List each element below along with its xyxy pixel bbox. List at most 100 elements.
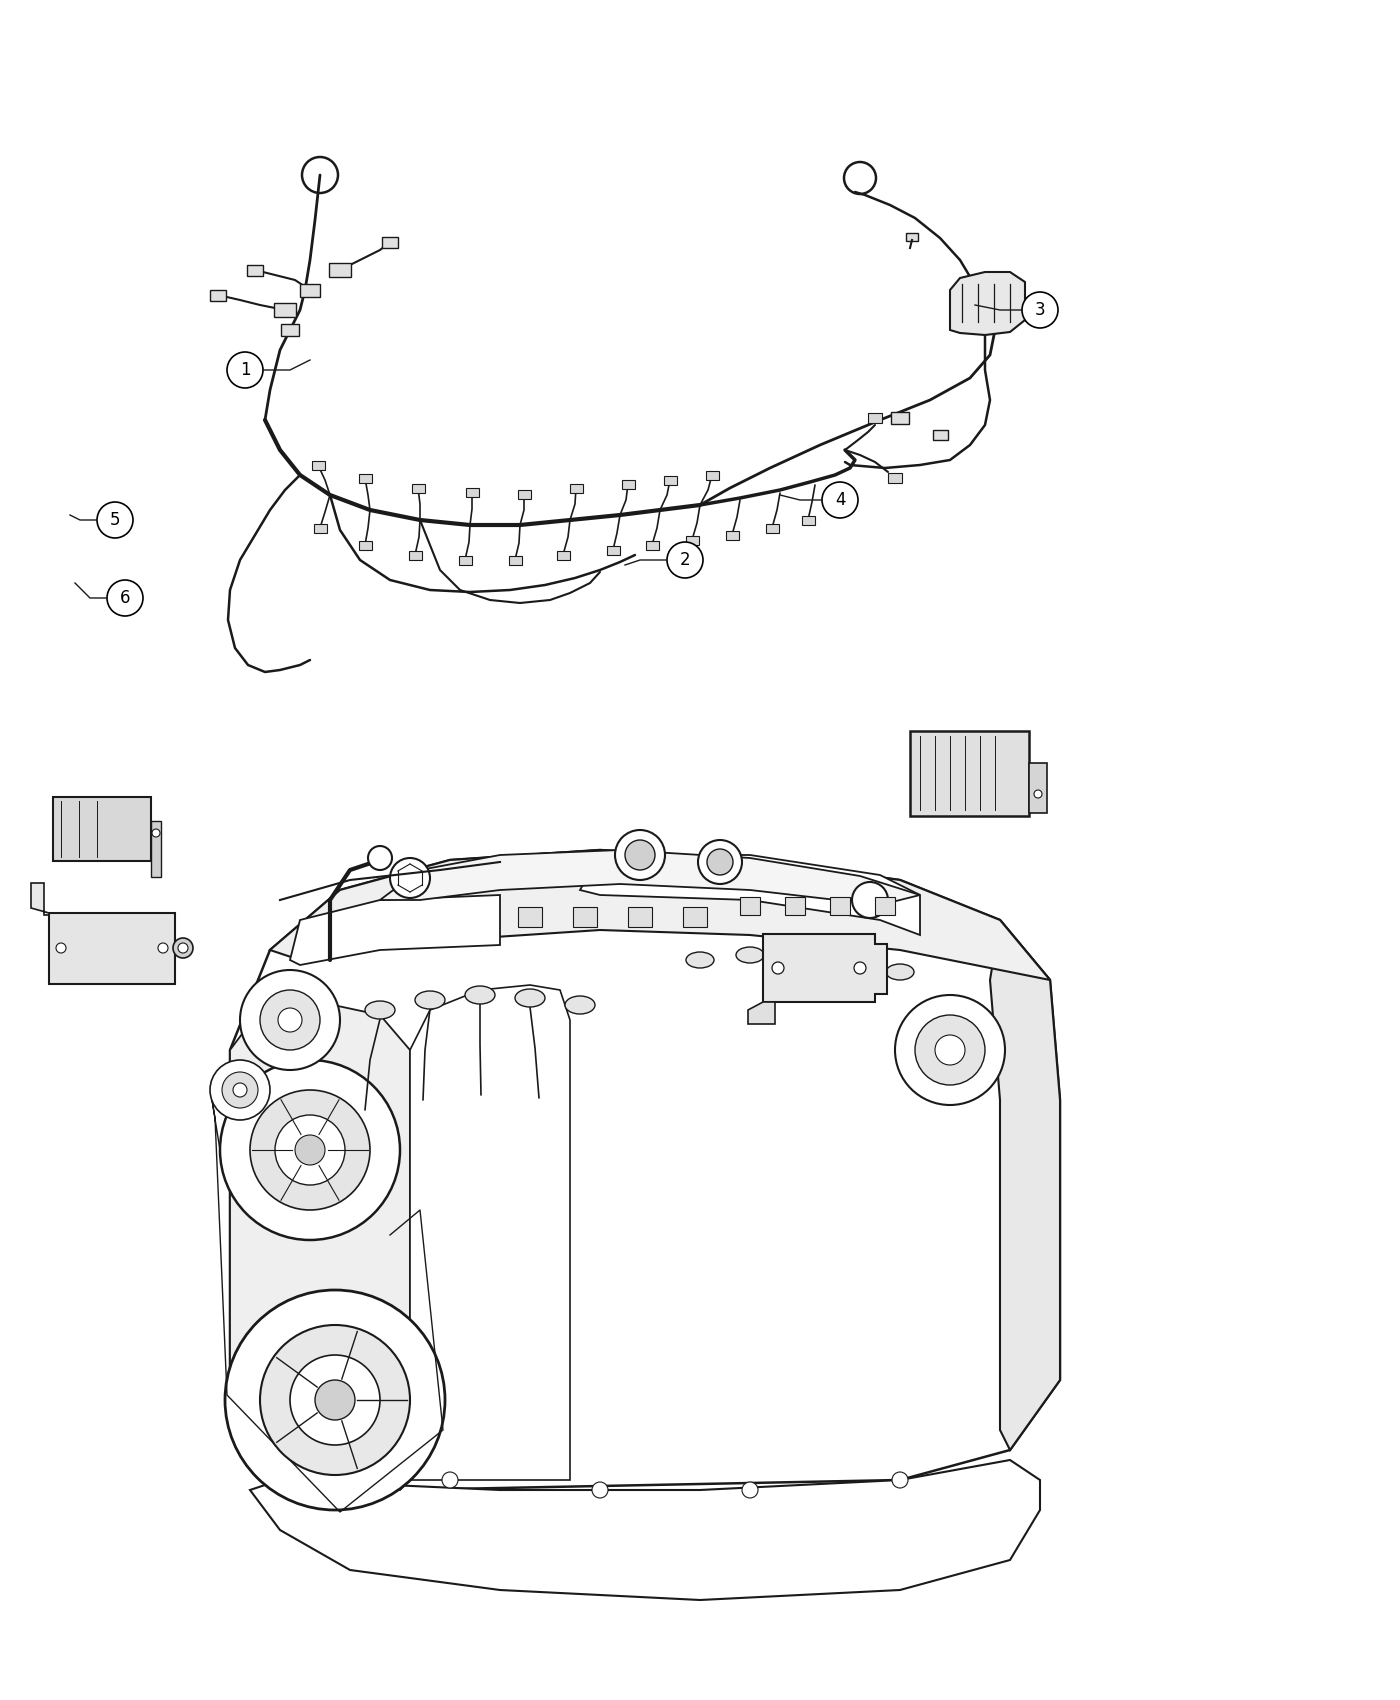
Polygon shape (580, 855, 920, 935)
Bar (573, 908, 596, 927)
Ellipse shape (515, 989, 545, 1006)
Bar (785, 898, 805, 915)
Circle shape (895, 994, 1005, 1105)
Ellipse shape (886, 964, 914, 979)
Circle shape (106, 580, 143, 615)
Circle shape (771, 962, 784, 974)
Circle shape (210, 1061, 270, 1120)
Bar (557, 551, 570, 559)
Bar (382, 236, 398, 248)
Bar (314, 524, 326, 532)
Text: 6: 6 (120, 588, 130, 607)
Circle shape (368, 847, 392, 870)
Circle shape (295, 1136, 325, 1165)
Circle shape (158, 944, 168, 954)
Circle shape (699, 840, 742, 884)
Circle shape (251, 1090, 370, 1210)
Polygon shape (990, 920, 1060, 1450)
Polygon shape (251, 1460, 1040, 1600)
Circle shape (592, 1482, 608, 1498)
Ellipse shape (566, 996, 595, 1013)
Circle shape (178, 944, 188, 954)
Polygon shape (270, 850, 1050, 979)
Polygon shape (379, 850, 920, 904)
Circle shape (260, 1324, 410, 1476)
Text: 5: 5 (109, 512, 120, 529)
Ellipse shape (785, 947, 813, 962)
Bar (1029, 763, 1047, 813)
Bar (210, 289, 225, 301)
Bar (151, 821, 161, 877)
Bar (409, 551, 421, 559)
Circle shape (624, 840, 655, 870)
Bar (300, 284, 321, 296)
Bar (906, 233, 918, 241)
Circle shape (279, 1008, 302, 1032)
Bar (725, 530, 739, 539)
Text: 2: 2 (679, 551, 690, 570)
Bar (508, 556, 521, 564)
Bar (518, 908, 542, 927)
Bar (518, 490, 531, 498)
Circle shape (1022, 292, 1058, 328)
Bar (329, 264, 351, 277)
Bar (645, 541, 658, 549)
Polygon shape (763, 933, 888, 1001)
Bar (686, 536, 699, 544)
Bar (274, 303, 295, 316)
Circle shape (892, 1472, 909, 1488)
Bar (875, 898, 895, 915)
Ellipse shape (465, 986, 496, 1005)
Circle shape (260, 989, 321, 1051)
Circle shape (290, 1355, 379, 1445)
Bar (311, 461, 325, 469)
Polygon shape (748, 1001, 776, 1023)
Polygon shape (290, 894, 500, 966)
Bar (606, 546, 619, 554)
Bar (683, 908, 707, 927)
Polygon shape (230, 1000, 410, 1489)
Bar (801, 515, 815, 525)
Circle shape (97, 502, 133, 537)
Ellipse shape (836, 952, 864, 967)
Bar (53, 797, 151, 860)
Bar (706, 471, 718, 479)
Circle shape (707, 848, 734, 876)
Bar (49, 913, 175, 984)
Bar (622, 479, 634, 488)
Circle shape (853, 882, 888, 918)
Bar (281, 325, 300, 337)
Circle shape (56, 944, 66, 954)
Bar (459, 556, 472, 564)
Bar (465, 488, 479, 496)
Bar (868, 413, 882, 423)
Circle shape (223, 1073, 258, 1108)
Bar (358, 474, 371, 483)
Text: 4: 4 (834, 491, 846, 508)
Polygon shape (31, 882, 49, 915)
Circle shape (174, 938, 193, 959)
Bar (629, 908, 652, 927)
Ellipse shape (686, 952, 714, 967)
Circle shape (391, 858, 430, 898)
Bar (910, 731, 1029, 816)
Circle shape (227, 352, 263, 388)
Bar (358, 541, 371, 549)
Circle shape (916, 1015, 986, 1085)
Circle shape (274, 1115, 344, 1185)
Circle shape (220, 1061, 400, 1239)
Text: 1: 1 (239, 360, 251, 379)
Polygon shape (951, 272, 1025, 335)
Polygon shape (410, 984, 570, 1481)
Circle shape (615, 830, 665, 881)
Circle shape (822, 483, 858, 518)
Circle shape (442, 1472, 458, 1488)
Ellipse shape (414, 991, 445, 1010)
Circle shape (225, 1290, 445, 1510)
Text: 3: 3 (1035, 301, 1046, 320)
Bar (741, 898, 760, 915)
Bar (932, 430, 948, 440)
Circle shape (1035, 790, 1042, 797)
Ellipse shape (736, 947, 764, 962)
Circle shape (315, 1380, 356, 1420)
